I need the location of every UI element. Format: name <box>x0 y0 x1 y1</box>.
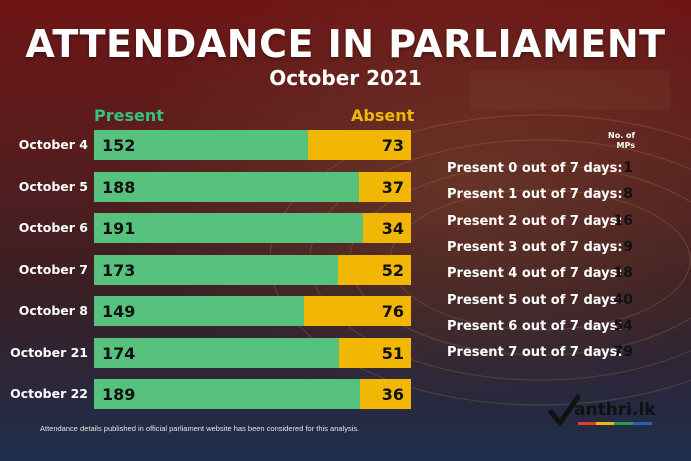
stat-value: 16 <box>613 213 633 229</box>
stat-value: 54 <box>613 318 633 334</box>
stat-label: Present 7 out of 7 days: <box>447 345 623 360</box>
row-label: October 5 <box>18 179 88 194</box>
site-logo: anthri.lk <box>548 394 658 428</box>
row-label: October 7 <box>18 262 88 277</box>
row-label: October 4 <box>18 137 88 152</box>
bar-segment-absent <box>304 296 411 326</box>
stacked-bar: 188 37 <box>94 172 411 202</box>
bar-segment-absent <box>360 379 411 409</box>
legend-present: Present <box>94 106 164 125</box>
present-value-label: 191 <box>102 219 136 238</box>
page-subtitle: October 2021 <box>269 66 422 90</box>
stacked-bar: 191 34 <box>94 213 411 243</box>
bar-segment-absent <box>363 213 411 243</box>
stat-value: 1 <box>623 160 633 176</box>
absent-value-label: 73 <box>381 136 404 155</box>
present-value-label: 188 <box>102 178 136 197</box>
present-value-label: 173 <box>102 261 136 280</box>
stat-label: Present 4 out of 7 days: <box>447 266 623 281</box>
stat-value: 40 <box>613 292 633 308</box>
row-label: October 22 <box>10 386 88 401</box>
stacked-bar: 173 52 <box>94 255 411 285</box>
absent-value-label: 34 <box>381 219 404 238</box>
bar-segment-absent <box>308 130 411 160</box>
page-title: ATTENDANCE IN PARLIAMENT <box>25 22 666 66</box>
legend-absent: Absent <box>351 106 415 125</box>
bar-segment-absent <box>338 255 411 285</box>
bar-segment-present <box>94 172 359 202</box>
row-label: October 21 <box>10 345 88 360</box>
bar-segment-present <box>94 255 338 285</box>
absent-value-label: 76 <box>381 302 404 321</box>
stacked-bar: 189 36 <box>94 379 411 409</box>
stat-value: 79 <box>613 344 633 360</box>
present-value-label: 174 <box>102 344 136 363</box>
absent-value-label: 52 <box>381 261 404 280</box>
logo-text: anthri.lk <box>574 400 656 420</box>
stacked-bar: 149 76 <box>94 296 411 326</box>
bar-segment-absent <box>339 338 411 368</box>
stat-label: Present 2 out of 7 days: <box>447 214 623 229</box>
stacked-bar: 152 73 <box>94 130 411 160</box>
bar-segment-present <box>94 338 339 368</box>
stat-label: Present 5 out of 7 days: <box>447 293 623 308</box>
bar-segment-present <box>94 130 308 160</box>
stat-label: Present 6 out of 7 days: <box>447 319 623 334</box>
bar-segment-present <box>94 296 304 326</box>
stat-label: Present 3 out of 7 days: <box>447 240 623 255</box>
row-label: October 6 <box>18 220 88 235</box>
stacked-bar: 174 51 <box>94 338 411 368</box>
logo-color-stripe <box>578 422 652 425</box>
present-value-label: 152 <box>102 136 136 155</box>
stat-value: 18 <box>613 265 633 281</box>
absent-value-label: 36 <box>381 385 404 404</box>
stat-value: 9 <box>623 239 633 255</box>
present-value-label: 189 <box>102 385 136 404</box>
bar-segment-present <box>94 213 363 243</box>
absent-value-label: 37 <box>381 178 404 197</box>
stat-value: 8 <box>623 186 633 202</box>
absent-value-label: 51 <box>381 344 404 363</box>
bar-segment-absent <box>359 172 411 202</box>
stat-label: Present 0 out of 7 days: <box>447 161 623 176</box>
present-value-label: 149 <box>102 302 136 321</box>
footnote: Attendance details published in official… <box>40 424 360 433</box>
stats-header-text: No. of MPs <box>608 131 635 150</box>
row-label: October 8 <box>18 303 88 318</box>
stats-column-header: No. of MPs <box>595 131 635 151</box>
stat-label: Present 1 out of 7 days: <box>447 187 623 202</box>
bar-segment-present <box>94 379 360 409</box>
checkmark-icon <box>548 394 580 426</box>
